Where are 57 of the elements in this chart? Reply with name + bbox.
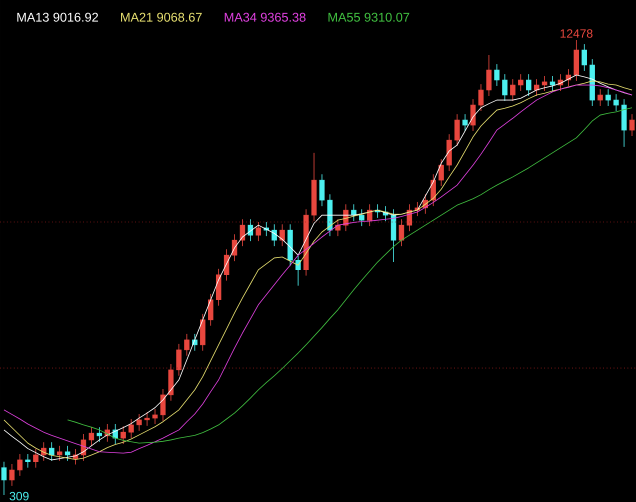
text: MA55 9310.07 xyxy=(328,12,410,22)
candlestick xyxy=(629,114,635,136)
candlestick xyxy=(1,461,7,496)
candlestick xyxy=(598,88,603,106)
candlestick xyxy=(41,442,46,462)
annotation: 309 xyxy=(10,492,29,500)
candlestick xyxy=(367,204,372,226)
candlestick xyxy=(184,334,190,356)
candlestick xyxy=(494,64,500,86)
candlestick xyxy=(454,114,460,146)
candlestick xyxy=(272,224,277,247)
candlestick xyxy=(526,74,532,96)
candlestick xyxy=(33,448,38,468)
candlestick xyxy=(470,98,476,132)
candlestick xyxy=(49,442,54,462)
candlestick xyxy=(56,445,62,462)
candlestick xyxy=(25,454,30,468)
candlestick xyxy=(256,222,262,242)
candlestick xyxy=(542,76,548,92)
candlestick xyxy=(152,408,158,424)
candlestick xyxy=(398,218,404,247)
candlestick xyxy=(319,174,325,206)
candlestick xyxy=(248,218,254,242)
candlestick xyxy=(88,426,94,446)
candlestick xyxy=(96,426,102,442)
text: MA13 9016.92 xyxy=(17,12,98,22)
candlestick xyxy=(120,426,126,444)
candlestick xyxy=(462,114,468,132)
candlestick xyxy=(478,84,484,112)
candlestick xyxy=(144,412,150,426)
candlestick xyxy=(17,454,23,476)
candlestick xyxy=(359,208,364,226)
candlestick xyxy=(9,464,15,486)
candlestick xyxy=(550,76,556,92)
candlestick xyxy=(64,445,70,462)
candlestick xyxy=(518,74,524,92)
candlestick xyxy=(335,218,341,236)
candlestick xyxy=(224,248,230,282)
candlestick xyxy=(582,44,587,72)
candlestick xyxy=(606,88,611,106)
candlestick xyxy=(176,344,182,376)
candlestick xyxy=(128,418,134,439)
text: MA34 9365.38 xyxy=(224,12,306,22)
candlestick xyxy=(295,254,301,286)
candlestick xyxy=(510,78,516,102)
candlestick xyxy=(566,68,572,86)
text: MA21 9068.67 xyxy=(121,12,202,22)
candlestick xyxy=(502,74,508,102)
candlestick xyxy=(438,158,444,186)
candlestick xyxy=(486,54,492,96)
candlestick xyxy=(534,78,540,96)
candlestick xyxy=(613,94,619,112)
candlestick xyxy=(351,204,356,222)
candlestick xyxy=(136,414,142,432)
candlestick xyxy=(280,224,285,247)
candlestick xyxy=(208,293,214,326)
annotation: 12478 xyxy=(560,29,593,38)
